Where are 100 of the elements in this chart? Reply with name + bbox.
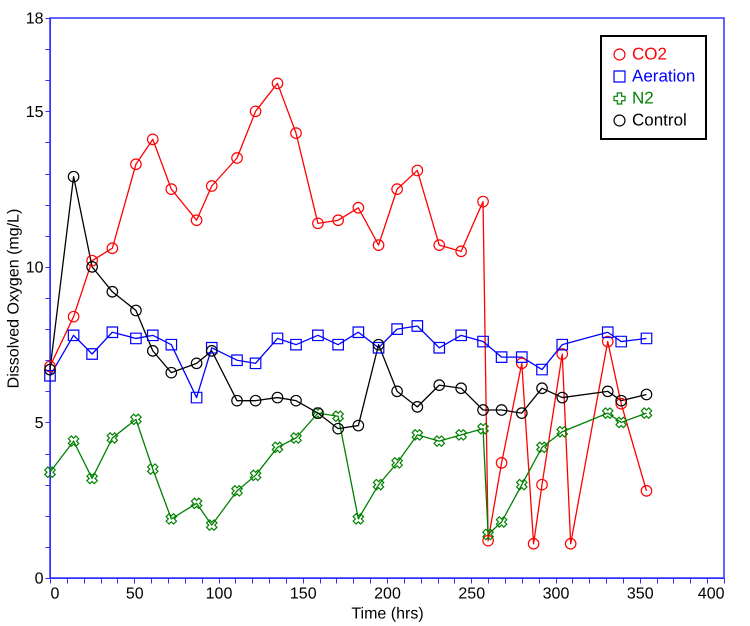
point [496,457,508,469]
point [206,519,218,531]
point [640,407,652,419]
point [455,329,467,342]
point [86,261,98,273]
point [482,528,494,540]
point [602,326,614,338]
point [68,435,80,447]
point [516,407,528,419]
legend-label: CO2 [632,44,667,64]
point [231,152,243,164]
x-tick-label: 200 [374,586,401,602]
point [231,354,243,366]
point [290,127,302,139]
y-tick-label: 10 [26,259,44,276]
point [146,134,159,146]
legend-label: Control [632,110,687,130]
point [496,516,508,528]
point [455,246,467,258]
point [206,342,218,354]
point [332,422,344,434]
point [290,394,302,406]
point [455,382,467,394]
point [556,348,568,360]
point [564,538,577,550]
point [602,407,614,419]
point [146,345,159,357]
point [372,342,384,354]
point [312,329,324,342]
point [536,442,548,454]
point [290,432,302,444]
x-tick-label: 100 [206,586,232,602]
point [433,435,446,447]
point [146,329,159,342]
point [640,388,652,400]
point [556,392,568,404]
point [272,392,284,404]
point [536,382,548,394]
point [165,366,178,378]
legend-label: N2 [632,88,654,108]
point [556,338,568,351]
point [165,183,178,195]
point [68,170,80,182]
point [290,338,302,351]
point [372,338,384,350]
point [372,478,384,490]
point [44,370,56,382]
point [332,410,344,422]
point [602,386,614,398]
point [68,310,80,322]
point [496,351,508,363]
point [556,426,568,438]
point [312,218,324,230]
point [332,214,344,226]
x-tick-label: 300 [542,586,570,602]
point [332,338,344,351]
y-tick-label: 15 [26,104,44,121]
point [477,336,489,348]
point [86,472,98,484]
point [206,345,218,357]
point [146,463,159,475]
point [433,379,446,391]
point [272,78,284,90]
point [516,358,528,370]
point [372,239,384,251]
point [615,398,628,410]
point [615,336,628,348]
point [352,202,364,214]
point [272,332,284,344]
point [272,442,284,454]
point [536,364,548,376]
point [250,106,262,118]
x-tick-label: 400 [698,586,725,602]
point [68,329,80,342]
x-tick-label: 50 [126,586,144,602]
point [190,392,202,404]
point [130,332,142,344]
point [640,485,652,497]
point [412,429,424,441]
point [516,351,528,363]
point [411,164,424,176]
point [411,320,424,332]
point [106,286,118,298]
point [455,429,467,441]
point [516,478,528,490]
y-axis-title: Dissolved Oxygen (mg/L) [6,208,23,388]
point [640,332,652,344]
point [615,416,628,428]
point [86,254,98,266]
point [615,394,628,406]
point [496,404,508,416]
point [352,326,364,338]
point [130,414,142,426]
legend-label: Aeration [632,66,696,86]
point [536,478,548,490]
point [231,485,243,497]
x-tick-label: 150 [290,586,317,602]
point [106,432,118,444]
x-tick-label: 350 [626,586,654,602]
point [130,158,142,170]
